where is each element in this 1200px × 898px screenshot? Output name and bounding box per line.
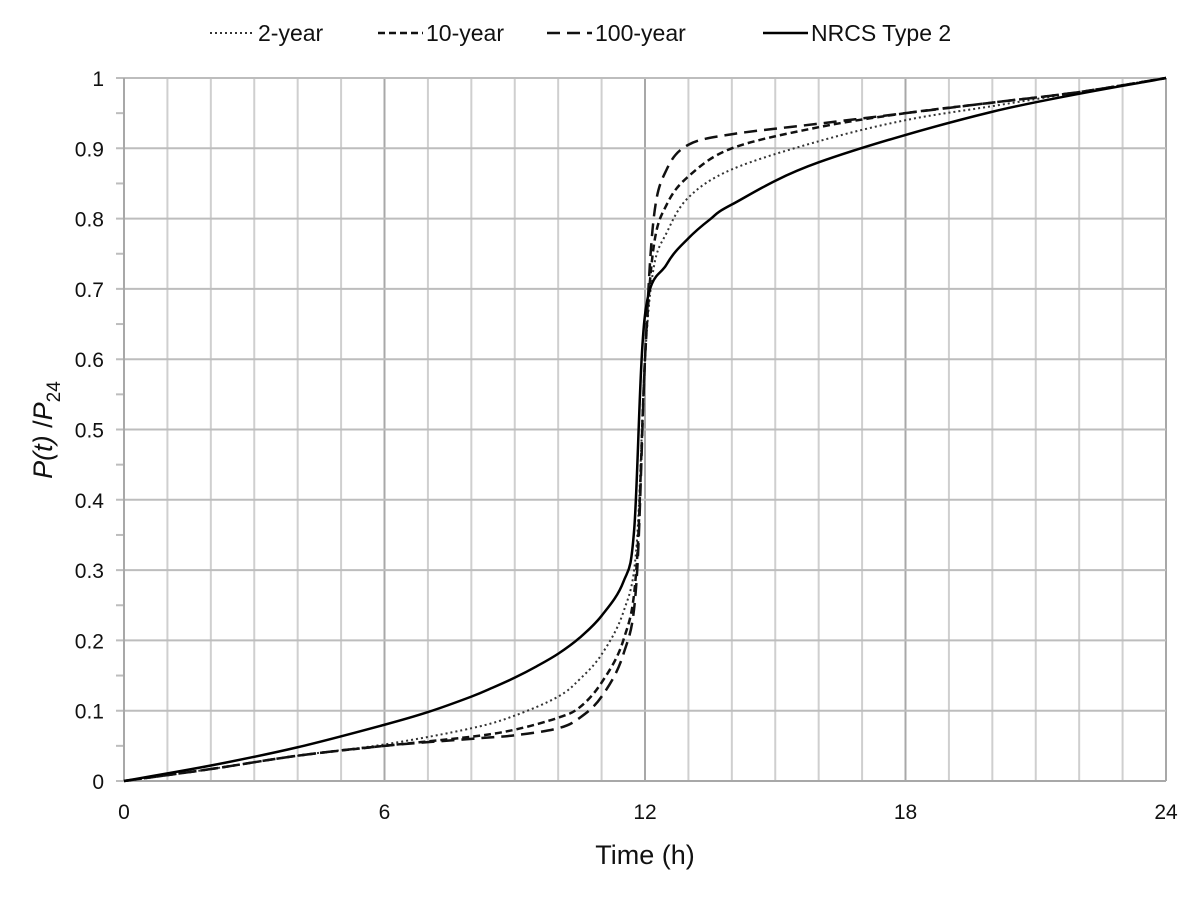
x-tick-label: 6 (379, 801, 391, 824)
y-tick-labels: 0 0.1 0.2 0.3 0.4 0.5 0.6 0.7 0.8 0.9 1 (75, 68, 105, 794)
y-tick-label: 0.3 (75, 560, 104, 583)
series-line-2-year (123, 77, 1167, 782)
y-tick-label: 0.5 (75, 420, 104, 443)
legend-label: NRCS Type 2 (811, 20, 951, 46)
y-tick-label: 0.7 (75, 279, 104, 302)
y-tick-label: 0.6 (75, 349, 104, 372)
y-tick-label: 1 (92, 68, 104, 91)
x-tick-label: 18 (894, 801, 917, 824)
y-tick-label: 0.4 (75, 490, 105, 513)
legend-label: 10-year (426, 20, 504, 46)
y-tick-label: 0.2 (75, 630, 104, 653)
legend-label: 100-year (595, 20, 686, 46)
y-tick-label: 0.8 (75, 209, 104, 232)
x-tick-label: 12 (633, 801, 656, 824)
series-lines (123, 76, 1167, 783)
legend-label: 2-year (258, 20, 324, 46)
x-axis-label: Time (h) (595, 840, 695, 870)
series-line-100-year (123, 76, 1167, 783)
x-tick-label: 0 (118, 801, 130, 824)
y-axis-label: P(t) /P24 (28, 381, 65, 479)
grid (116, 77, 1167, 782)
x-tick-labels: 0 6 12 18 24 (118, 801, 1178, 824)
y-tick-label: 0 (92, 771, 104, 794)
x-tick-label: 24 (1154, 801, 1178, 824)
y-tick-label: 0.1 (75, 701, 104, 724)
y-tick-label: 0.9 (75, 138, 104, 161)
series-line-nrcs-type-2 (123, 76, 1167, 783)
legend: 2-year 10-year 100-year NRCS Type 2 (210, 20, 951, 46)
